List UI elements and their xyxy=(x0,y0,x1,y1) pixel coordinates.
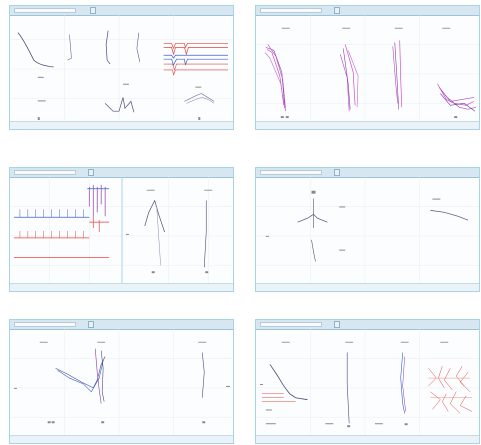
wave-cluster xyxy=(163,43,229,76)
trace-line xyxy=(203,200,207,268)
rosette-cluster xyxy=(428,366,473,414)
trace-line xyxy=(144,199,165,233)
plot-window-4[interactable] xyxy=(255,167,480,292)
window-titlebar[interactable] xyxy=(256,320,479,330)
window-titlebar[interactable] xyxy=(10,6,233,16)
window-titlebar[interactable] xyxy=(10,320,233,330)
menu-button[interactable] xyxy=(88,321,94,328)
trace-line xyxy=(346,352,350,424)
window-title-field[interactable] xyxy=(14,170,76,175)
window-title-field[interactable] xyxy=(260,170,322,175)
trace-line xyxy=(67,34,72,61)
trace-line xyxy=(184,93,215,102)
trace-line xyxy=(269,364,308,401)
plot-canvas xyxy=(256,329,479,436)
window-titlebar[interactable] xyxy=(256,168,479,178)
window-title-field[interactable] xyxy=(14,322,76,327)
window-title-field[interactable] xyxy=(14,8,76,13)
status-bar xyxy=(10,121,233,129)
plot-area[interactable] xyxy=(10,329,233,436)
plot-area[interactable] xyxy=(10,177,233,284)
plot-canvas xyxy=(256,15,479,122)
menu-button[interactable] xyxy=(334,7,340,14)
plot-canvas xyxy=(10,329,233,436)
status-bar xyxy=(256,283,479,291)
trace-line xyxy=(400,352,405,414)
trace-line xyxy=(136,32,141,63)
trace-line xyxy=(186,97,215,104)
trace-line xyxy=(104,97,135,113)
trace-line xyxy=(156,206,161,266)
plot-area[interactable] xyxy=(256,329,479,436)
plot-area[interactable] xyxy=(10,15,233,122)
plot-canvas xyxy=(256,177,479,284)
plot-window-3[interactable] xyxy=(9,167,234,292)
trace-line xyxy=(297,213,328,223)
menu-button[interactable] xyxy=(334,321,340,328)
trace-line xyxy=(17,32,54,68)
trace-line xyxy=(311,198,316,262)
trace-line xyxy=(402,356,406,412)
plot-window-2[interactable] xyxy=(255,5,480,130)
plot-window-1[interactable] xyxy=(9,5,234,130)
status-bar xyxy=(256,121,479,129)
menu-button[interactable] xyxy=(334,169,340,176)
window-titlebar[interactable] xyxy=(256,6,479,16)
window-title-field[interactable] xyxy=(260,8,322,13)
menu-button[interactable] xyxy=(90,7,96,14)
trace-line xyxy=(105,30,111,65)
menu-button[interactable] xyxy=(88,169,94,176)
plot-area[interactable] xyxy=(256,15,479,122)
status-bar xyxy=(10,283,233,291)
plot-area[interactable] xyxy=(256,177,479,284)
plot-window-5[interactable] xyxy=(9,319,234,444)
plot-canvas xyxy=(10,15,233,122)
status-bar xyxy=(10,435,233,443)
trace-line xyxy=(430,210,469,221)
window-title-field[interactable] xyxy=(260,322,322,327)
plot-canvas xyxy=(10,177,233,284)
trace-group xyxy=(55,348,205,404)
plot-window-6[interactable] xyxy=(255,319,480,444)
stacked-traces xyxy=(13,184,110,258)
status-bar xyxy=(256,435,479,443)
magenta-trace-group xyxy=(264,40,477,112)
